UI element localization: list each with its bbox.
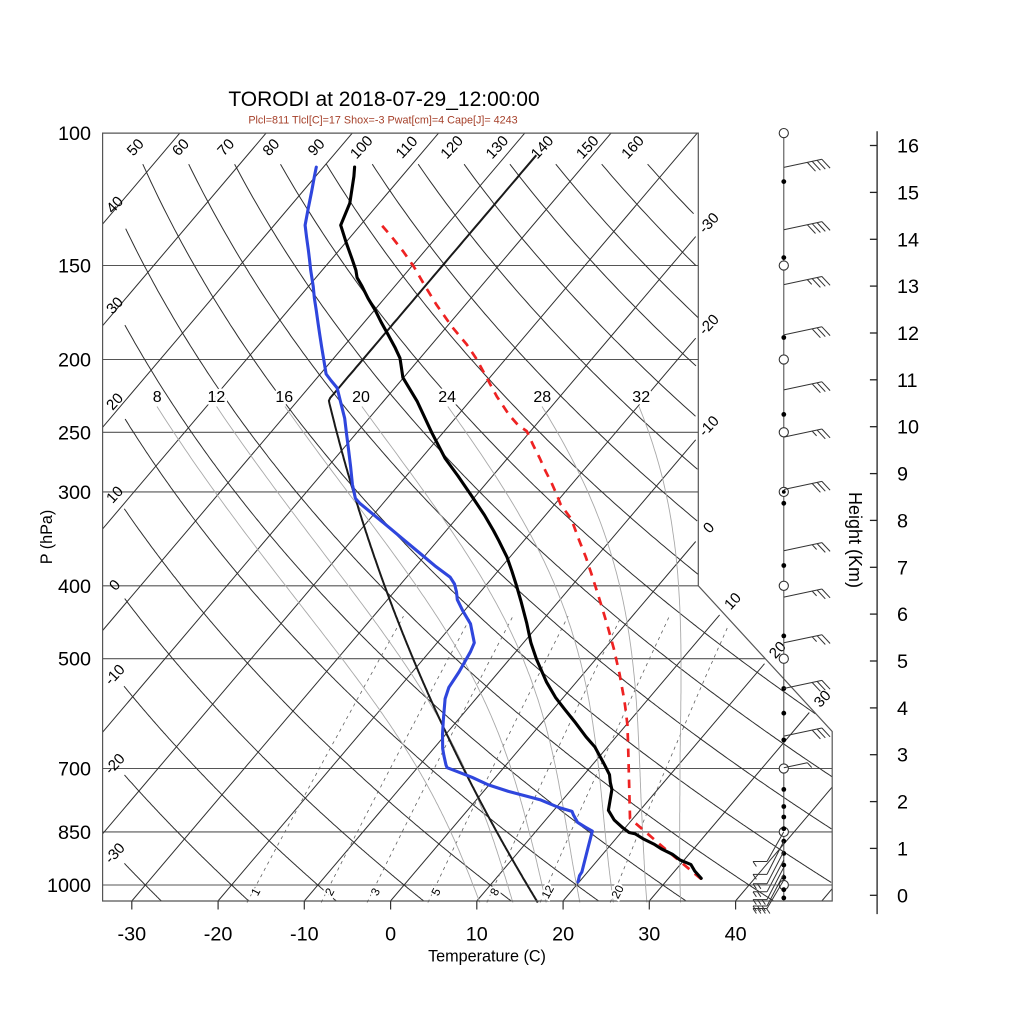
svg-text:8: 8 [153, 389, 162, 406]
svg-text:TORODI at 2018-07-29_12:00:00: TORODI at 2018-07-29_12:00:00 [228, 88, 539, 111]
svg-text:0: 0 [385, 924, 396, 946]
svg-text:Plcl=811 Tlcl[C]=17 Shox=-3 Pw: Plcl=811 Tlcl[C]=17 Shox=-3 Pwat[cm]=4 C… [248, 115, 517, 127]
svg-text:11: 11 [897, 370, 918, 392]
svg-text:300: 300 [58, 482, 91, 504]
svg-text:1000: 1000 [47, 875, 91, 897]
svg-text:32: 32 [632, 389, 650, 406]
svg-text:20: 20 [352, 389, 370, 406]
svg-text:-20: -20 [204, 924, 233, 946]
svg-text:0: 0 [897, 885, 908, 907]
svg-text:5: 5 [897, 651, 908, 673]
svg-text:12: 12 [897, 323, 919, 345]
svg-text:14: 14 [897, 229, 919, 251]
svg-text:7: 7 [897, 557, 908, 579]
svg-text:9: 9 [897, 464, 908, 486]
svg-text:8: 8 [897, 510, 908, 532]
svg-text:12: 12 [208, 389, 226, 406]
svg-text:150: 150 [58, 256, 91, 278]
svg-text:16: 16 [275, 389, 293, 406]
svg-text:700: 700 [58, 759, 91, 781]
svg-text:1: 1 [897, 838, 908, 860]
svg-text:6: 6 [897, 604, 908, 626]
svg-text:100: 100 [58, 123, 91, 145]
svg-text:30: 30 [638, 924, 660, 946]
svg-text:250: 250 [58, 422, 91, 444]
svg-text:400: 400 [58, 576, 91, 598]
svg-text:2: 2 [897, 792, 908, 814]
svg-text:200: 200 [58, 350, 91, 372]
svg-text:28: 28 [533, 389, 551, 406]
svg-text:15: 15 [897, 182, 919, 204]
svg-text:40: 40 [725, 924, 747, 946]
svg-text:10: 10 [897, 417, 919, 439]
svg-text:3: 3 [897, 745, 908, 767]
svg-text:20: 20 [552, 924, 574, 946]
svg-text:13: 13 [897, 276, 919, 298]
svg-text:P (hPa): P (hPa) [38, 510, 56, 565]
svg-text:24: 24 [438, 389, 456, 406]
svg-text:-30: -30 [118, 924, 147, 946]
svg-text:4: 4 [897, 698, 908, 720]
svg-text:10: 10 [466, 924, 488, 946]
svg-text:850: 850 [58, 822, 91, 844]
svg-text:Height (Km): Height (Km) [845, 492, 865, 588]
svg-text:16: 16 [897, 136, 919, 158]
svg-text:500: 500 [58, 649, 91, 671]
svg-text:Temperature (C): Temperature (C) [428, 948, 546, 966]
svg-text:-10: -10 [290, 924, 319, 946]
